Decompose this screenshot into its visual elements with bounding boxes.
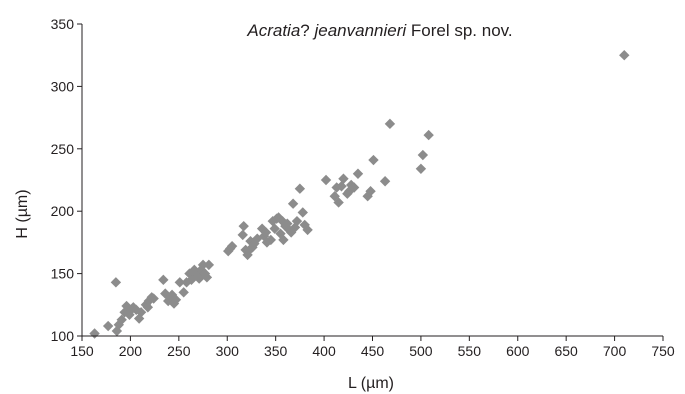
data-point (158, 274, 169, 286)
data-point (197, 259, 209, 271)
data-point (238, 220, 249, 232)
x-tick-label: 350 (264, 343, 288, 359)
data-points (89, 50, 630, 339)
data-point (291, 215, 303, 227)
data-point (260, 227, 272, 238)
x-tick-label: 750 (651, 343, 675, 359)
data-point (237, 229, 248, 241)
data-point (379, 176, 391, 187)
data-point (143, 295, 155, 307)
data-point (244, 244, 255, 256)
data-point (302, 224, 313, 236)
chart-title-part: jeanvannieri (312, 21, 407, 40)
data-point (278, 234, 289, 246)
data-point (362, 191, 373, 202)
data-point (258, 230, 270, 242)
data-point (619, 50, 630, 61)
x-tick-label: 550 (458, 343, 482, 359)
data-point (148, 293, 159, 304)
x-tick-label: 300 (216, 343, 240, 359)
y-tick-label: 200 (51, 203, 75, 219)
data-point (384, 118, 396, 130)
data-point (333, 197, 344, 208)
data-point (193, 273, 205, 284)
data-point (178, 287, 189, 298)
x-tick-label: 650 (554, 343, 578, 359)
data-point (256, 223, 268, 234)
x-tick-label: 400 (312, 343, 336, 359)
x-tick-label: 450 (361, 343, 385, 359)
data-point (269, 223, 280, 234)
data-point (294, 183, 306, 194)
data-point (226, 240, 238, 252)
y-axis-title: H (µm) (14, 189, 31, 238)
data-point (110, 277, 122, 288)
data-point (275, 228, 286, 239)
data-point (174, 277, 186, 288)
data-point (170, 294, 182, 306)
data-point (203, 259, 215, 271)
data-point (365, 186, 376, 197)
x-tick-label: 600 (506, 343, 530, 359)
data-point (247, 242, 258, 253)
x-tick-label: 200 (119, 343, 143, 359)
data-point (368, 154, 379, 166)
chart-title-part: ? (300, 21, 314, 40)
data-point (168, 298, 180, 309)
data-point (338, 173, 349, 184)
data-point (297, 207, 308, 218)
data-point (345, 179, 357, 191)
x-tick-label: 150 (70, 343, 94, 359)
tick-labels: 150 200 250 300 350 400 450 500 550 600 650 700 750 1… (51, 16, 675, 359)
y-tick-label: 100 (51, 328, 75, 344)
chart-title-part: Acratia (246, 21, 300, 40)
data-point (423, 129, 434, 141)
chart-title-part: Forel sp. nov. (406, 21, 512, 40)
data-point (102, 320, 114, 332)
data-point (201, 272, 213, 283)
data-point (352, 168, 364, 179)
y-tick-label: 150 (51, 266, 75, 282)
chart-title: Acratia? jeanvannieri Forel sp. nov. (246, 21, 512, 40)
data-point (287, 198, 299, 209)
data-point (89, 328, 100, 339)
data-point (273, 212, 284, 223)
y-tick-label: 350 (51, 16, 75, 32)
axes (77, 23, 664, 341)
y-tick-label: 250 (51, 141, 75, 157)
data-point (320, 174, 332, 186)
data-point (142, 302, 154, 313)
y-tick-label: 300 (51, 78, 75, 94)
data-point (348, 182, 360, 193)
data-point (135, 307, 147, 318)
data-point (265, 234, 277, 246)
x-tick-label: 250 (167, 343, 191, 359)
data-point (417, 149, 429, 161)
data-point (415, 163, 427, 174)
data-point (329, 191, 340, 202)
data-point (162, 295, 174, 307)
x-axis-title: L (µm) (348, 375, 394, 392)
data-point (336, 181, 347, 192)
x-tick-label: 500 (409, 343, 433, 359)
x-tick-label: 700 (603, 343, 627, 359)
